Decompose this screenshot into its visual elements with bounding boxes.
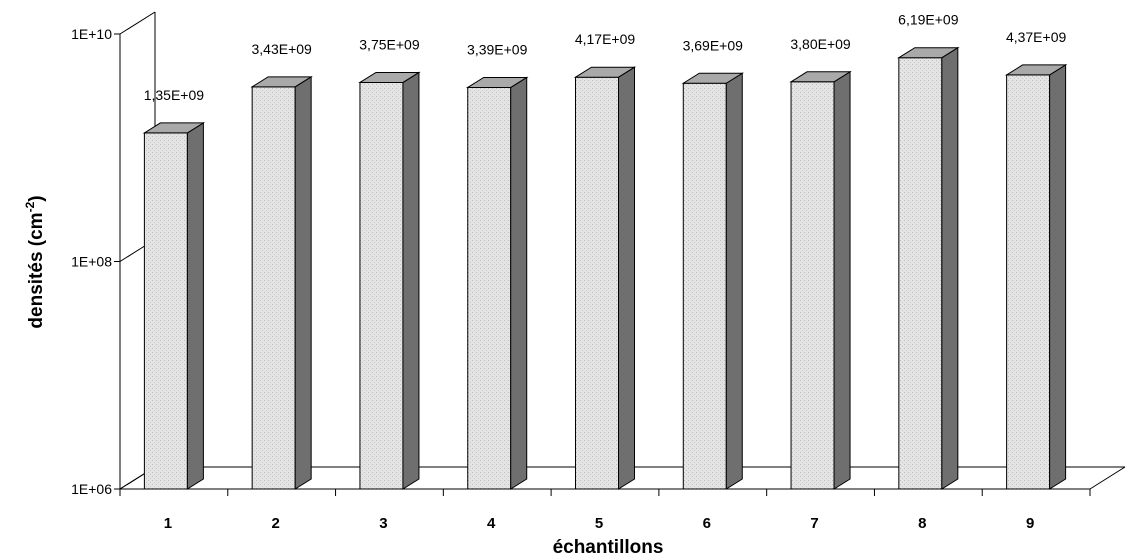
data-label: 1,35E+09 (144, 87, 205, 103)
x-category-label: 5 (595, 515, 603, 532)
bar: 6,19E+09 (897, 12, 960, 490)
x-category-label: 1 (164, 515, 172, 532)
bar-side (1049, 63, 1067, 490)
y-axis-title: densités (cm-2) (23, 195, 47, 328)
bar: 4,37E+09 (1004, 29, 1068, 490)
bar-side (725, 72, 743, 490)
bar: 3,80E+09 (789, 36, 852, 490)
bar-front (467, 86, 512, 490)
y-tick-label: 1E+06 (71, 481, 112, 497)
y-tick-label: 1E+10 (71, 26, 112, 42)
bar: 4,17E+09 (573, 31, 637, 490)
bar-top (789, 71, 852, 83)
data-label: 3,80E+09 (790, 36, 851, 52)
x-category-label: 8 (918, 515, 926, 532)
bar-front (575, 76, 619, 490)
data-label: 4,37E+09 (1006, 29, 1067, 45)
bar-front (251, 86, 296, 490)
bar-top (897, 47, 960, 59)
bar-front (359, 81, 404, 490)
data-label: 3,75E+09 (359, 36, 420, 52)
y-tick-depth-line (119, 11, 156, 35)
x-category-label: 7 (810, 515, 818, 532)
x-category-label: 2 (271, 515, 279, 532)
bar: 3,39E+09 (465, 41, 529, 490)
bar: 3,43E+09 (250, 41, 313, 490)
y-axis: 1E+06 1E+08 1E+10 (71, 11, 156, 497)
data-label: 4,17E+09 (575, 31, 636, 47)
x-category-label: 4 (487, 515, 496, 532)
bar-front (682, 82, 727, 490)
data-label: 3,43E+09 (251, 41, 312, 57)
bar-front (790, 81, 835, 490)
bar-side (941, 46, 959, 490)
y-tick-label: 1E+08 (71, 254, 112, 270)
bars: 1,35E+09 3,43E+09 3,75E+09 3,39E+09 4,17E+09… (142, 12, 1068, 490)
bar-top (250, 76, 313, 88)
data-label: 3,39E+09 (467, 41, 528, 57)
data-label: 3,69E+09 (683, 37, 744, 53)
x-category-label: 9 (1026, 515, 1034, 532)
bar-front (898, 57, 943, 490)
bar-front (1006, 74, 1051, 490)
bar-side (510, 76, 528, 490)
bar: 3,69E+09 (681, 37, 745, 490)
floor-right-edge (1089, 466, 1126, 490)
data-label: 6,19E+09 (898, 12, 959, 28)
bar: 3,75E+09 (358, 36, 421, 490)
bar-side (294, 75, 312, 490)
bar-side (186, 122, 204, 490)
bar-side (833, 70, 851, 490)
x-category-label: 6 (703, 515, 711, 532)
bar: 1,35E+09 (142, 87, 206, 490)
x-category-label: 3 (379, 515, 387, 532)
bar-top (1004, 64, 1068, 76)
x-axis-title: échantillons (553, 537, 664, 558)
bar-top (573, 66, 637, 78)
bar-top (142, 122, 206, 134)
bar-side (402, 71, 420, 490)
x-axis: 1 2 3 4 5 6 7 8 9 (119, 489, 1091, 532)
bar-top (465, 76, 529, 88)
bar-top (358, 71, 421, 83)
bar-front (143, 132, 188, 490)
bar-side (618, 66, 635, 490)
bar-top (681, 72, 745, 84)
